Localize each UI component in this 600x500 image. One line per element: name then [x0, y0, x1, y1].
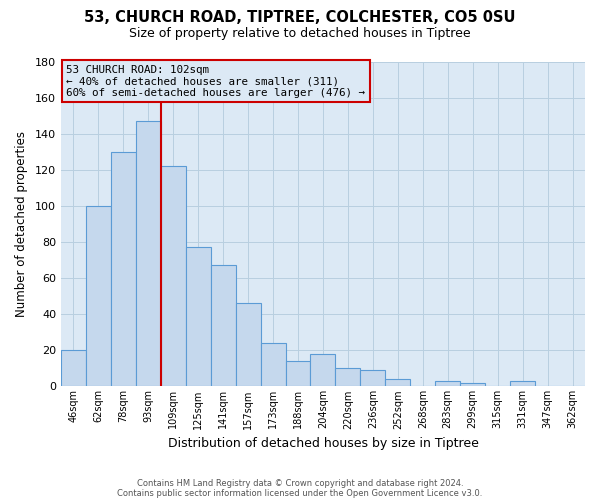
Bar [136, 121, 161, 386]
Bar [361, 370, 385, 386]
X-axis label: Distribution of detached houses by size in Tiptree: Distribution of detached houses by size … [167, 437, 478, 450]
Text: 53, CHURCH ROAD, TIPTREE, COLCHESTER, CO5 0SU: 53, CHURCH ROAD, TIPTREE, COLCHESTER, CO… [84, 10, 516, 25]
Bar [236, 304, 260, 386]
Bar [61, 350, 86, 386]
Bar [186, 248, 211, 386]
Bar [260, 343, 286, 386]
Text: Contains HM Land Registry data © Crown copyright and database right 2024.: Contains HM Land Registry data © Crown c… [137, 478, 463, 488]
Bar [111, 152, 136, 386]
Bar [86, 206, 111, 386]
Bar [510, 381, 535, 386]
Text: Size of property relative to detached houses in Tiptree: Size of property relative to detached ho… [129, 28, 471, 40]
Bar [310, 354, 335, 386]
Bar [435, 381, 460, 386]
Text: 53 CHURCH ROAD: 102sqm
← 40% of detached houses are smaller (311)
60% of semi-de: 53 CHURCH ROAD: 102sqm ← 40% of detached… [66, 64, 365, 98]
Bar [161, 166, 186, 386]
Bar [385, 379, 410, 386]
Bar [211, 266, 236, 386]
Text: Contains public sector information licensed under the Open Government Licence v3: Contains public sector information licen… [118, 488, 482, 498]
Y-axis label: Number of detached properties: Number of detached properties [15, 131, 28, 317]
Bar [460, 383, 485, 386]
Bar [335, 368, 361, 386]
Bar [286, 361, 310, 386]
